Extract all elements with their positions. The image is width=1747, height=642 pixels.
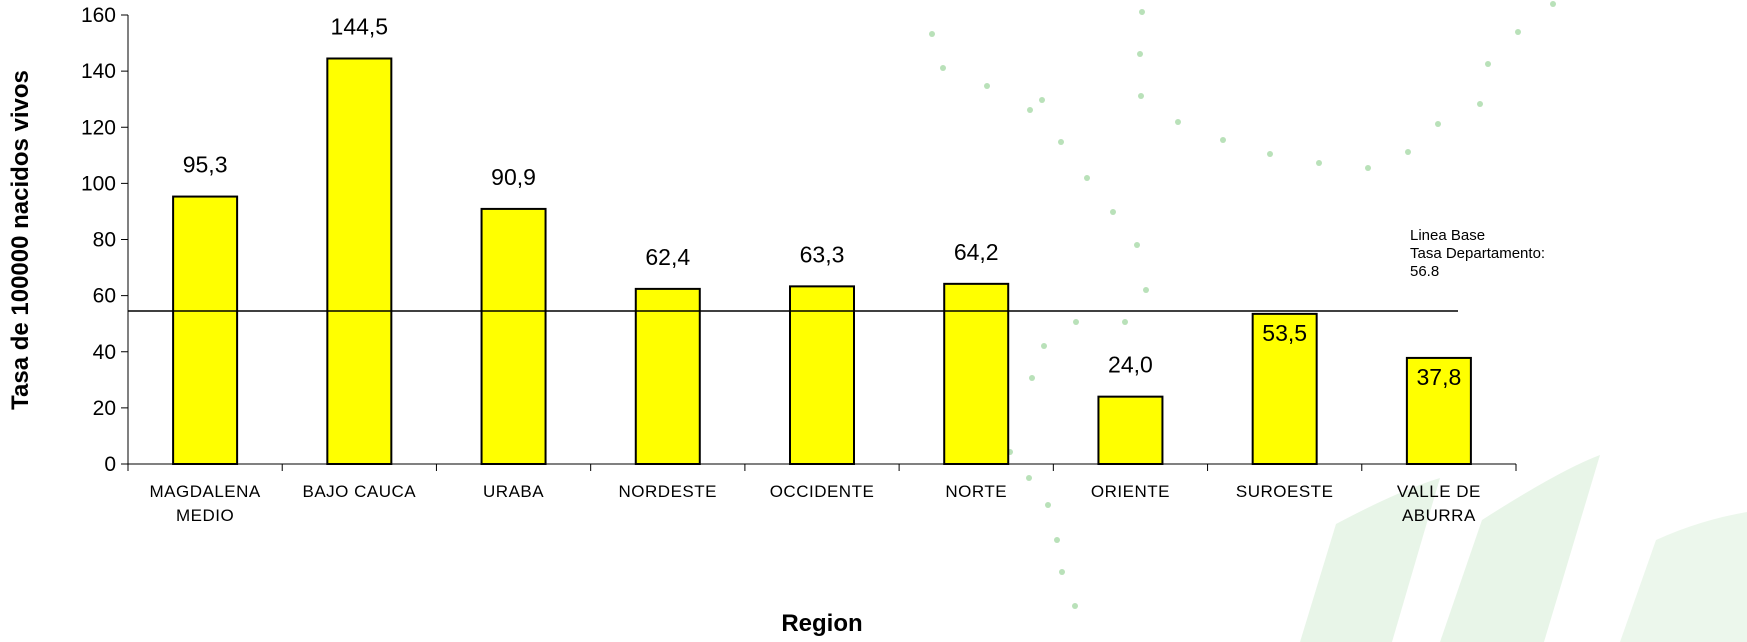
decor-dot bbox=[1041, 343, 1047, 349]
decor-dot bbox=[1084, 175, 1090, 181]
decor-dot bbox=[1073, 319, 1079, 325]
decor-dot bbox=[1365, 165, 1371, 171]
decor-dot bbox=[1138, 93, 1144, 99]
decor-dot bbox=[1122, 319, 1128, 325]
y-axis-title: Tasa de 100000 nacidos vivos bbox=[7, 70, 34, 410]
x-axis-title: Region bbox=[781, 610, 862, 637]
bar bbox=[634, 287, 701, 466]
data-label: 95,3 bbox=[183, 152, 228, 178]
decor-dot bbox=[1059, 569, 1065, 575]
data-label: 63,3 bbox=[800, 241, 845, 267]
bar bbox=[1251, 312, 1318, 465]
background-decoration bbox=[929, 1, 1747, 642]
reference-line-group: Linea Base Tasa Departamento: 56.8 bbox=[128, 227, 1545, 312]
data-label: 90,9 bbox=[491, 164, 536, 190]
data-label: 62,4 bbox=[645, 244, 690, 270]
x-category-label: VALLE DE ABURRA bbox=[1397, 482, 1481, 525]
bar bbox=[1097, 395, 1164, 465]
decor-dot bbox=[1137, 51, 1143, 57]
decor-dot bbox=[929, 31, 935, 37]
decor-dot bbox=[1072, 603, 1078, 609]
decor-swoosh bbox=[1440, 455, 1600, 642]
bar bbox=[172, 195, 239, 466]
bar bbox=[789, 285, 855, 465]
decor-dot bbox=[1515, 29, 1521, 35]
y-tick-label: 160 bbox=[81, 4, 116, 27]
data-label: 64,2 bbox=[954, 239, 999, 265]
x-category-label: OCCIDENTE bbox=[770, 482, 875, 501]
decor-dot bbox=[1045, 502, 1051, 508]
data-label: 37,8 bbox=[1417, 364, 1462, 390]
x-category-label: NORTE bbox=[945, 482, 1007, 501]
x-category-label: NORDESTE bbox=[619, 482, 717, 501]
y-tick-label: 60 bbox=[93, 285, 116, 308]
x-category-label: URABA bbox=[483, 482, 544, 501]
decor-dot bbox=[1477, 101, 1483, 107]
y-tick-label: 0 bbox=[104, 453, 116, 476]
decor-swoosh bbox=[1300, 478, 1440, 642]
y-tick-label: 140 bbox=[81, 60, 116, 83]
decor-dot bbox=[1029, 375, 1035, 381]
decor-dot bbox=[1110, 209, 1116, 215]
y-tick-label: 120 bbox=[81, 116, 116, 139]
bar bbox=[480, 207, 547, 465]
decor-swoosh bbox=[1620, 512, 1747, 642]
y-tick-label: 20 bbox=[93, 397, 116, 420]
x-category-label: MAGDALENA MEDIO bbox=[149, 482, 260, 525]
data-label: 53,5 bbox=[1262, 320, 1307, 346]
reference-line-label: Linea Base Tasa Departamento: 56.8 bbox=[1410, 227, 1545, 280]
decor-dot bbox=[1134, 242, 1140, 248]
x-axis: MAGDALENA MEDIO BAJO CAUCA URABA NORDESTE OCC… bbox=[127, 463, 1517, 525]
decor-dot bbox=[1485, 61, 1491, 67]
bar-series: 95,3 144,5 90,9 62,4 63,3 64,2 24,0 53,5 37,8 bbox=[172, 13, 1472, 466]
data-label: 144,5 bbox=[331, 13, 389, 39]
decor-dot bbox=[1026, 475, 1032, 481]
decor-dot bbox=[1143, 287, 1149, 293]
decor-dot bbox=[1039, 97, 1045, 103]
data-label: 24,0 bbox=[1108, 352, 1153, 378]
y-tick-label: 100 bbox=[81, 172, 116, 195]
y-tick-label: 40 bbox=[93, 341, 116, 364]
decor-dot bbox=[940, 65, 946, 71]
bar bbox=[326, 57, 393, 465]
decor-dot bbox=[1316, 160, 1322, 166]
bar bbox=[943, 282, 1010, 465]
decor-dot bbox=[1435, 121, 1441, 127]
decor-dot bbox=[1267, 151, 1273, 157]
y-axis: 0 20 40 60 80 100 120 140 160 bbox=[81, 4, 129, 476]
y-tick-label: 80 bbox=[93, 229, 116, 252]
decor-dot bbox=[1139, 9, 1145, 15]
x-category-label: ORIENTE bbox=[1091, 482, 1170, 501]
decor-dot bbox=[1058, 139, 1064, 145]
decor-dot bbox=[1220, 137, 1226, 143]
decor-dot bbox=[1405, 149, 1411, 155]
decor-dot bbox=[984, 83, 990, 89]
decor-dot bbox=[1550, 1, 1556, 7]
decor-dot bbox=[1054, 537, 1060, 543]
bar bbox=[1405, 356, 1472, 465]
x-category-label: SUROESTE bbox=[1236, 482, 1334, 501]
decor-dot bbox=[1027, 107, 1033, 113]
x-category-label: BAJO CAUCA bbox=[303, 482, 417, 501]
decor-dot bbox=[1175, 119, 1181, 125]
